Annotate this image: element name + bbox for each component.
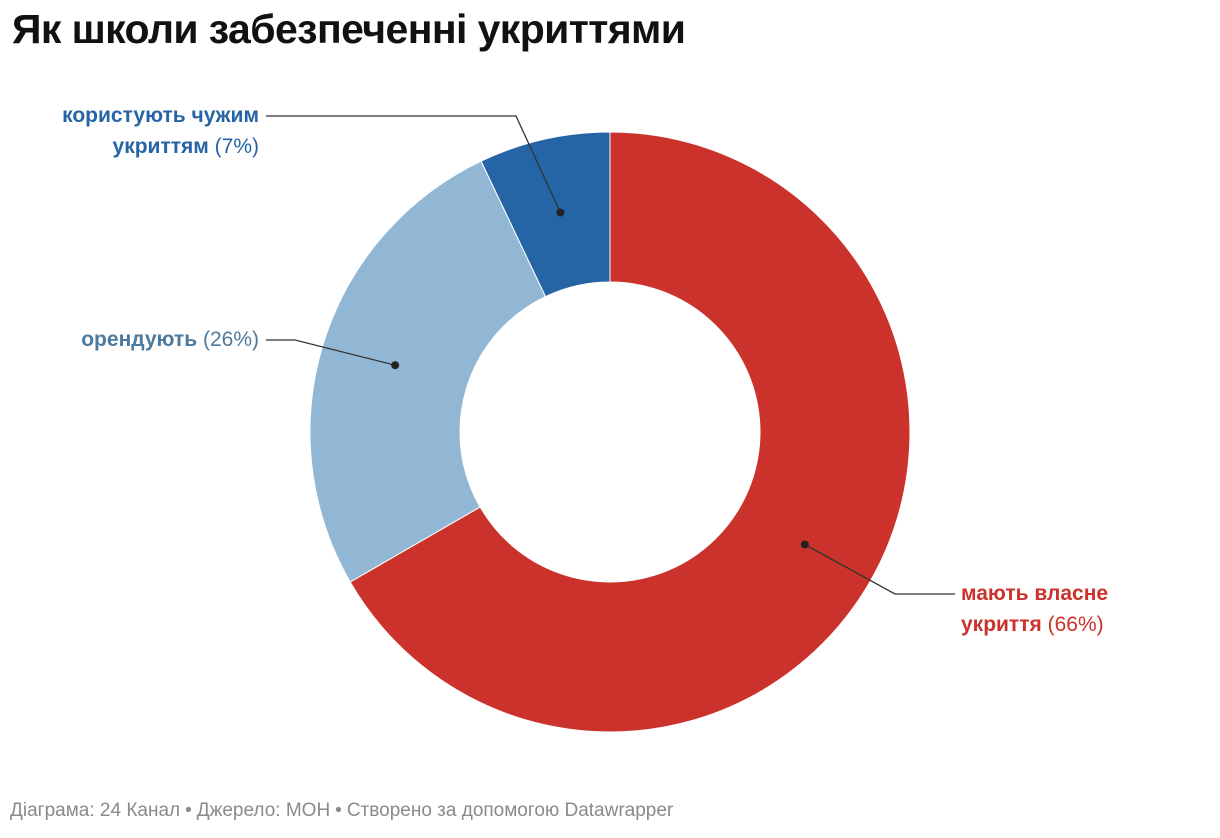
slice-percent: (7%)	[214, 135, 259, 158]
donut-slice-foreign-shelter[interactable]	[480, 131, 611, 298]
footer-separator: •	[335, 800, 342, 821]
leader-dot-own-shelter	[800, 540, 809, 549]
footer-separator: •	[185, 800, 192, 821]
leader-dot-rent	[391, 361, 400, 370]
slice-label-line1: мають власне	[961, 582, 1109, 605]
donut-chart	[266, 115, 955, 733]
slice-label-foreign-shelter: користують чужим укриттям (7%)	[62, 100, 259, 162]
chart-title: Як школи забезпеченні укриттями	[12, 6, 686, 52]
donut-slice-own-shelter[interactable]	[349, 131, 911, 733]
leader-lines	[266, 115, 955, 595]
slice-label-rent: орендують (26%)	[81, 324, 259, 355]
footer: Діаграма: 24 Канал • Джерело: МОН • Створено…	[10, 800, 673, 822]
leader-line-rent	[266, 339, 396, 366]
slice-label-line2: орендують	[81, 328, 198, 351]
slice-label-line2: укриттям	[112, 135, 209, 158]
slice-percent: (66%)	[1047, 613, 1104, 636]
source-text: Джерело: МОН	[196, 800, 331, 821]
slice-label-own-shelter: мають власне укриття (66%)	[961, 578, 1108, 640]
donut-slice-rent[interactable]	[309, 160, 547, 583]
donut-slices	[309, 131, 911, 733]
leader-line-foreign-shelter	[266, 115, 562, 213]
slice-percent: (26%)	[202, 328, 259, 351]
chart-credit: Діаграма: 24 Канал	[10, 800, 181, 821]
leader-dot-foreign-shelter	[556, 208, 565, 217]
leader-line-own-shelter	[804, 543, 955, 595]
slice-label-line2: укриття	[961, 613, 1042, 636]
slice-label-line1: користують чужим	[62, 104, 259, 127]
made-with-link[interactable]: Створено за допомогою Datawrapper	[346, 800, 674, 821]
